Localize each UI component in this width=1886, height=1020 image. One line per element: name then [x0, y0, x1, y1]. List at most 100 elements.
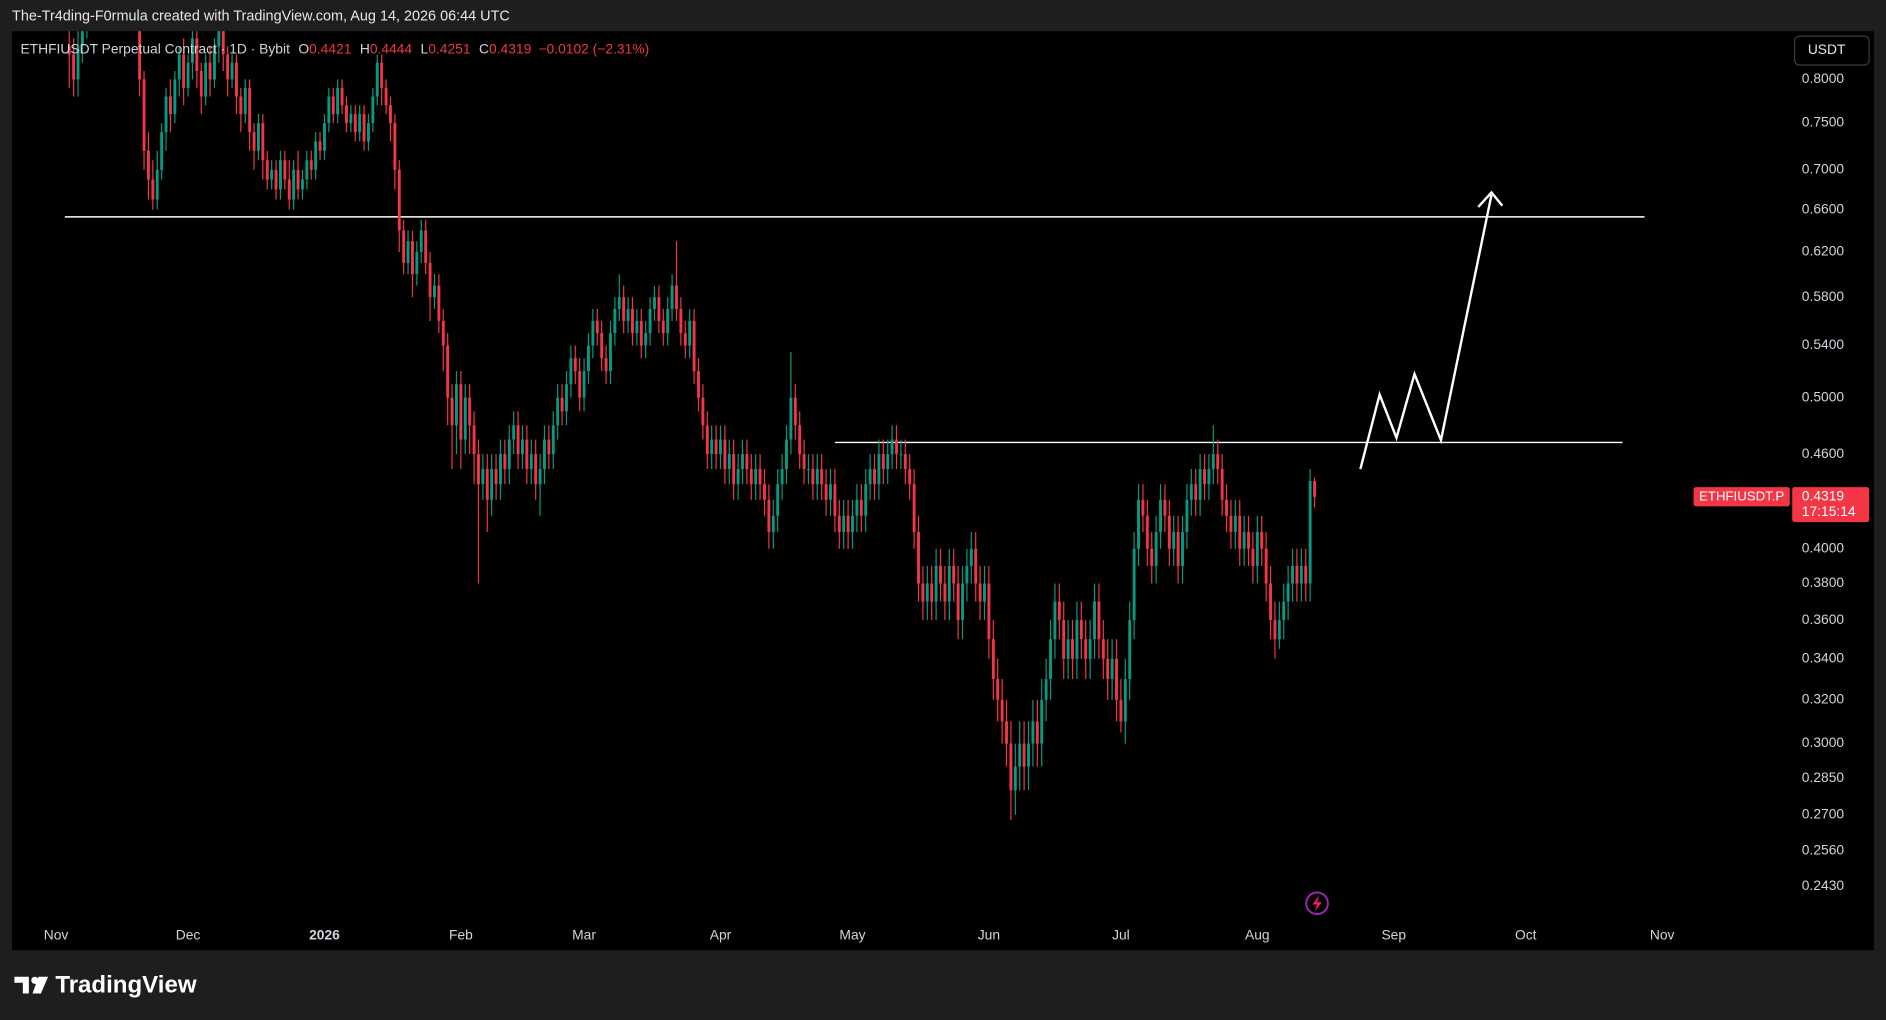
candle-body — [1273, 620, 1277, 640]
candle-body — [1009, 743, 1013, 791]
candle-body — [771, 515, 775, 533]
candle-body — [226, 54, 230, 80]
y-tick-label: 0.3400 — [1802, 649, 1845, 665]
candle-body — [1137, 499, 1140, 549]
candle-body — [481, 469, 485, 485]
candle-body — [543, 439, 546, 470]
x-tick-label: Jul — [1112, 926, 1130, 942]
candle-body — [182, 54, 186, 88]
candle-body — [921, 583, 925, 602]
candle-body — [270, 169, 274, 180]
candle-body — [199, 70, 203, 97]
candle-body — [1145, 515, 1149, 549]
candle-body — [155, 169, 159, 200]
candle-body — [732, 454, 736, 485]
candle-body — [477, 454, 480, 485]
candle-body — [939, 565, 942, 584]
candle-body — [785, 439, 788, 470]
x-tick-label: Oct — [1515, 926, 1537, 942]
candle-body — [234, 62, 238, 97]
candle-body — [490, 469, 494, 500]
candle-body — [1044, 679, 1048, 700]
candle-body — [1053, 601, 1057, 640]
candle-body — [991, 639, 995, 680]
ohlc-key: H — [360, 40, 370, 56]
projection-arrowhead — [1477, 190, 1504, 208]
candle-body — [1176, 532, 1180, 566]
candle-body — [1013, 766, 1017, 791]
candle-body — [1110, 658, 1114, 680]
candle-body — [138, 31, 142, 80]
candle-body — [345, 105, 348, 124]
candle-body — [1123, 679, 1127, 722]
candle-body — [274, 169, 278, 190]
y-tick-label: 0.3000 — [1802, 734, 1845, 750]
x-tick-label: Jun — [978, 926, 1000, 942]
candle-body — [1225, 499, 1228, 516]
candle-body — [978, 583, 982, 602]
candle-body — [820, 469, 824, 485]
candle-body — [1198, 469, 1202, 500]
candle-body — [811, 469, 815, 485]
candle-body — [248, 87, 252, 133]
candle-body — [168, 96, 172, 115]
y-tick-label: 0.4600 — [1802, 445, 1845, 461]
candle-body — [622, 297, 626, 321]
candle-body — [305, 160, 309, 180]
candle-body — [1229, 515, 1233, 533]
candle-body — [1295, 565, 1299, 584]
candle-body — [208, 62, 212, 80]
candle-body — [529, 454, 533, 470]
candle-body — [494, 469, 498, 485]
candle-body — [881, 454, 885, 470]
candle-body — [1286, 583, 1290, 602]
candle-body — [675, 285, 678, 309]
candle-body — [1035, 721, 1039, 744]
ohlc-value: 0.4319 — [489, 40, 532, 56]
change-value: −0.0102 (−2.31%) — [538, 40, 649, 56]
candle-body — [723, 439, 727, 470]
candle-body — [1291, 565, 1294, 584]
x-tick-label: Nov — [1650, 926, 1675, 942]
candle-body — [789, 397, 793, 440]
candle-body — [683, 333, 687, 346]
alert-icon-ring[interactable] — [1305, 891, 1329, 916]
currency-button[interactable] — [1793, 35, 1870, 66]
candle-body — [855, 499, 859, 516]
candle-body — [1282, 601, 1286, 621]
candle-body — [600, 333, 604, 359]
candle-body — [868, 469, 872, 485]
alert-icon-bolt[interactable] — [1312, 894, 1322, 912]
candle-body — [1150, 548, 1154, 566]
candle-body — [1154, 532, 1158, 566]
candle-body — [701, 397, 705, 426]
candle-body — [1308, 481, 1312, 584]
alert-icon[interactable] — [1305, 891, 1329, 916]
candle-body — [1040, 699, 1044, 744]
candle-body — [873, 469, 876, 485]
x-tick-label: Aug — [1245, 926, 1270, 942]
candle-body — [1242, 532, 1246, 549]
candle-body — [1185, 499, 1189, 533]
candle-body — [265, 160, 269, 180]
currency-label[interactable]: USDT — [1808, 41, 1846, 57]
x-tick-label: Dec — [176, 926, 201, 942]
candle-body — [697, 371, 700, 398]
candle-body — [556, 397, 560, 426]
candle-body — [754, 469, 758, 485]
candle-body — [829, 484, 832, 500]
candle-body — [886, 454, 890, 470]
candle-body — [296, 169, 300, 190]
candle-body — [433, 285, 436, 298]
candle-body — [472, 425, 476, 455]
chart-pane — [12, 31, 1874, 951]
candle-body — [776, 484, 780, 516]
candle-body — [327, 96, 331, 124]
ohlc-values: O0.4421 H0.4444 L0.4251 C0.4319 −0.0102 (−2.… — [298, 40, 649, 56]
candle-body — [441, 320, 445, 346]
candle-body — [842, 515, 846, 533]
x-tick-label: Sep — [1381, 926, 1406, 942]
candle-body — [230, 62, 234, 80]
logo-mark — [14, 976, 29, 994]
